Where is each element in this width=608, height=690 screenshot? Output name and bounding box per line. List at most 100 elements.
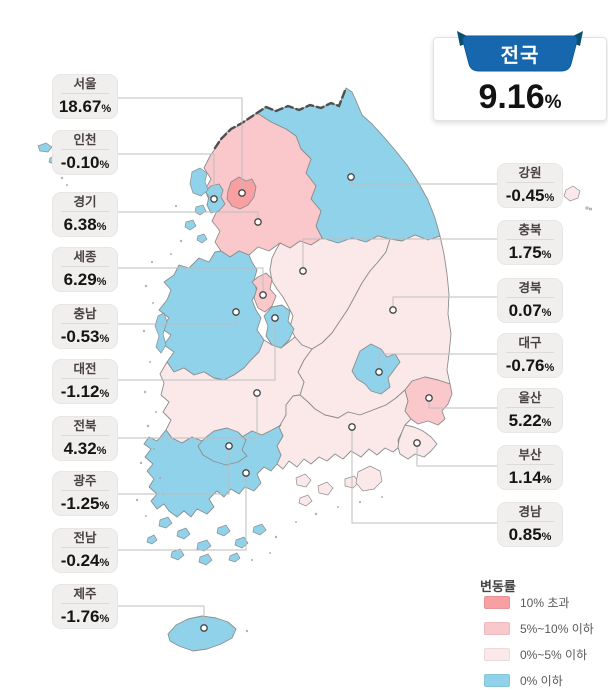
region-label-chungnam: 충남 -0.53% xyxy=(52,304,118,349)
marker-daejeon xyxy=(271,314,279,322)
legend-title: 변동률 xyxy=(480,579,516,594)
region-name: 경기 xyxy=(73,195,97,209)
national-value: 9.16% xyxy=(478,78,562,116)
region-name: 전북 xyxy=(73,419,97,433)
city-markers xyxy=(200,173,433,632)
divider xyxy=(506,407,554,408)
region-value: -1.25% xyxy=(60,494,110,513)
region-name: 제주 xyxy=(73,587,97,601)
divider xyxy=(61,323,109,324)
region-label-jeonnam: 전남 -0.24% xyxy=(52,528,118,573)
region-name: 경북 xyxy=(518,281,542,295)
region-name: 전남 xyxy=(73,531,97,545)
region-label-sejong: 세종 6.29% xyxy=(52,247,118,292)
region-label-gwangju: 광주 -1.25% xyxy=(52,471,118,516)
leader-line-busan xyxy=(416,443,497,467)
region-value: 6.38% xyxy=(63,215,107,234)
region-label-ulsan: 울산 5.22% xyxy=(497,388,563,433)
region-value: 0.85% xyxy=(508,525,552,544)
region-name: 울산 xyxy=(518,391,542,405)
region-value: -1.76% xyxy=(60,607,110,626)
marker-gyeonggi xyxy=(254,218,262,226)
regions-layer xyxy=(143,87,453,652)
region-name: 세종 xyxy=(73,250,97,264)
region-label-daegu: 대구 -0.76% xyxy=(497,333,563,378)
divider xyxy=(61,149,109,150)
leader-line-daejeon xyxy=(118,318,276,381)
marker-chungnam xyxy=(232,308,240,316)
leader-line-jeonnam xyxy=(118,473,247,551)
region-label-seoul: 서울 18.67% xyxy=(52,74,118,119)
region-value: 4.32% xyxy=(63,439,107,458)
region-value: -1.12% xyxy=(60,382,110,401)
region-name: 충남 xyxy=(73,307,97,321)
leader-line-chungbuk xyxy=(302,238,497,271)
divider xyxy=(61,490,109,491)
marker-jeonnam xyxy=(242,469,250,477)
marker-incheon xyxy=(210,195,218,203)
legend-label: 5%~10% 이하 xyxy=(520,622,594,636)
leader-line-gwangju xyxy=(118,446,230,495)
region-value: -0.24% xyxy=(60,551,110,570)
divider xyxy=(506,521,554,522)
marker-daegu xyxy=(375,368,383,376)
legend-label: 0% 이하 xyxy=(520,674,563,688)
region-value: -0.53% xyxy=(60,327,110,346)
leader-line-jeonbuk xyxy=(118,393,258,439)
marker-busan xyxy=(413,439,421,447)
dmz-border-line xyxy=(213,86,348,150)
divider xyxy=(61,378,109,379)
region-label-gyeongbuk: 경북 0.07% xyxy=(497,278,563,323)
region-value: 1.75% xyxy=(508,243,552,262)
region-label-incheon: 인천 -0.10% xyxy=(52,130,118,175)
marker-jeonbuk xyxy=(253,389,261,397)
marker-ulsan xyxy=(425,394,433,402)
leader-line-chungnam xyxy=(118,312,237,325)
region-chungnam xyxy=(158,250,265,381)
divider xyxy=(61,93,109,94)
region-label-jeonbuk: 전북 4.32% xyxy=(52,416,118,461)
divider xyxy=(61,603,109,604)
legend-label: 0%~5% 이하 xyxy=(520,648,588,662)
national-summary-card: 전국 9.16% xyxy=(433,31,607,121)
legend-swatch-5to10 xyxy=(484,622,510,635)
divider xyxy=(61,266,109,267)
divider xyxy=(506,297,554,298)
leader-line-jeju xyxy=(118,605,205,628)
region-jeju xyxy=(167,615,237,652)
marker-sejong xyxy=(259,291,267,299)
national-label: 전국 xyxy=(500,45,540,67)
region-label-gyeonggi: 경기 6.38% xyxy=(52,192,118,237)
marker-gangwon xyxy=(347,173,355,181)
legend: 변동률 10% 초과 5%~10% 이하 0%~5% 이하 0% 이하 xyxy=(480,576,605,688)
region-name: 강원 xyxy=(518,166,542,180)
leader-line-gyeongbuk xyxy=(392,296,497,310)
region-label-gangwon: 강원 -0.45% xyxy=(497,163,563,208)
leader-line-daegu xyxy=(378,353,497,372)
region-name: 경남 xyxy=(518,505,542,519)
region-name: 광주 xyxy=(73,474,97,488)
region-label-chungbuk: 충북 1.75% xyxy=(497,220,563,265)
region-value: -0.45% xyxy=(505,186,555,205)
legend-swatch-0to5 xyxy=(484,648,510,661)
leader-line-seoul xyxy=(118,97,243,193)
marker-gyeongbuk xyxy=(389,306,397,314)
region-value: -0.76% xyxy=(505,356,555,375)
region-name: 충북 xyxy=(518,223,542,237)
region-gwangju xyxy=(197,427,248,466)
region-label-jeju: 제주 -1.76% xyxy=(52,584,118,629)
leader-line-sejong xyxy=(118,267,264,295)
divider xyxy=(506,182,554,183)
region-label-gyeongnam: 경남 0.85% xyxy=(497,502,563,547)
legend-swatch-over10 xyxy=(484,596,510,609)
region-label-daejeon: 대전 -1.12% xyxy=(52,359,118,404)
divider xyxy=(61,435,109,436)
marker-gyeongnam xyxy=(348,423,356,431)
national-ribbon: 전국 xyxy=(454,30,586,74)
region-name: 인천 xyxy=(73,133,97,147)
divider xyxy=(61,547,109,548)
legend-label: 10% 초과 xyxy=(520,596,570,610)
divider xyxy=(506,352,554,353)
